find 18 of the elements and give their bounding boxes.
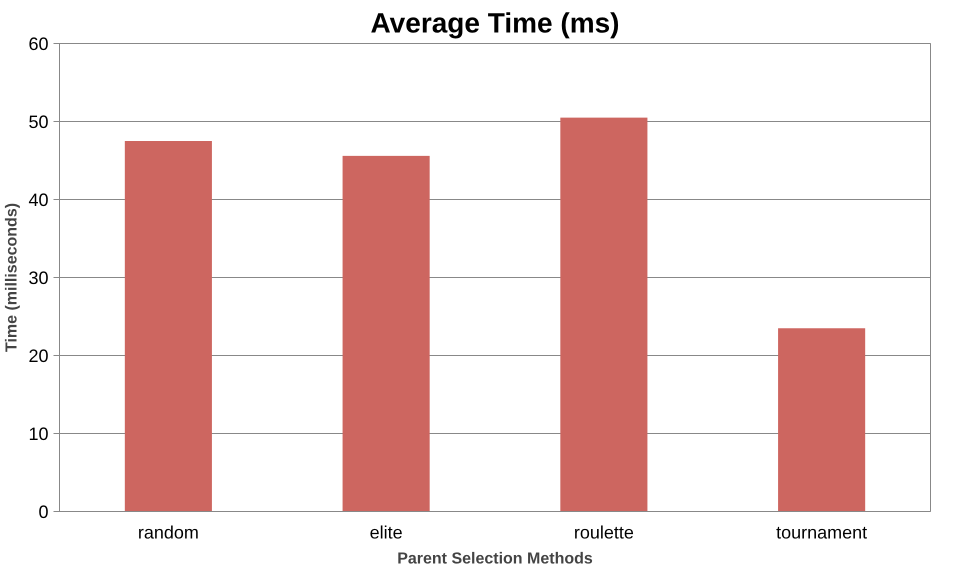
y-tick-label: 20: [28, 346, 49, 366]
chart-title: Average Time (ms): [370, 8, 620, 38]
bar: [560, 118, 648, 512]
x-tick-label: tournament: [776, 522, 868, 542]
y-tick-label: 60: [28, 34, 49, 54]
y-tick-label: 0: [38, 502, 49, 522]
y-axis-title: Time (milliseconds): [3, 202, 20, 352]
x-tick-label: elite: [370, 522, 403, 542]
x-axis-title: Parent Selection Methods: [397, 550, 593, 568]
y-tick-label: 50: [28, 112, 49, 132]
bar: [342, 156, 430, 512]
x-tick-label: roulette: [574, 522, 634, 542]
y-tick-label: 40: [28, 190, 49, 210]
y-tick-label: 10: [28, 424, 49, 444]
y-tick-label: 30: [28, 268, 49, 288]
bar: [778, 328, 866, 512]
x-tick-label: random: [138, 522, 199, 542]
bar: [124, 141, 212, 512]
